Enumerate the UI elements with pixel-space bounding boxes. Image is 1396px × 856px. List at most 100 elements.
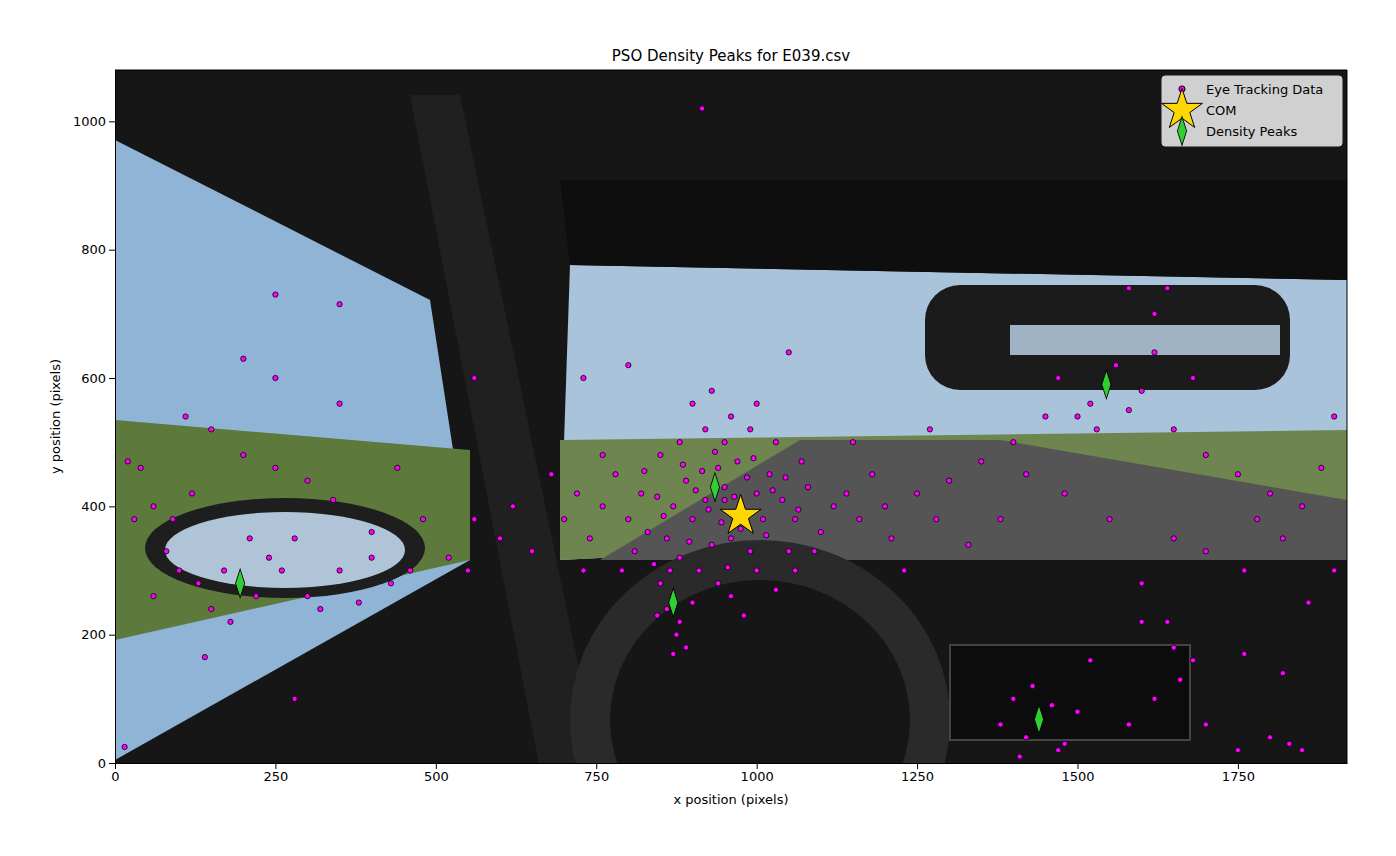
point bbox=[728, 414, 733, 419]
y-tick-label: 0 bbox=[98, 756, 106, 771]
point bbox=[209, 427, 214, 432]
point bbox=[667, 568, 672, 573]
point bbox=[805, 484, 810, 489]
y-tick: 600 bbox=[81, 371, 115, 386]
point bbox=[870, 472, 875, 477]
point bbox=[719, 520, 724, 525]
point bbox=[279, 568, 284, 573]
point bbox=[1306, 600, 1311, 605]
point bbox=[658, 581, 663, 586]
x-tick-mark bbox=[275, 763, 276, 769]
point bbox=[619, 568, 624, 573]
y-tick-mark bbox=[109, 635, 115, 636]
point bbox=[122, 744, 127, 749]
point bbox=[1165, 619, 1170, 624]
point bbox=[751, 456, 756, 461]
y-tick: 1000 bbox=[73, 114, 115, 129]
point bbox=[626, 363, 631, 368]
y-axis-line bbox=[115, 71, 116, 764]
x-tick-mark bbox=[757, 763, 758, 769]
point bbox=[266, 555, 271, 560]
point bbox=[998, 722, 1003, 727]
point bbox=[831, 504, 836, 509]
x-tick-mark bbox=[1078, 763, 1079, 769]
point bbox=[677, 555, 682, 560]
x-tick: 1750 bbox=[1222, 763, 1255, 784]
point bbox=[1126, 722, 1131, 727]
point bbox=[773, 587, 778, 592]
point bbox=[1332, 414, 1337, 419]
y-label: y position (pixels) bbox=[48, 359, 63, 474]
point bbox=[882, 504, 887, 509]
point bbox=[1034, 705, 1043, 734]
x-tick-label: 1750 bbox=[1222, 769, 1255, 784]
point bbox=[132, 517, 137, 522]
point bbox=[1126, 407, 1131, 412]
point bbox=[709, 542, 714, 547]
x-tick-label: 1250 bbox=[901, 769, 934, 784]
point bbox=[581, 568, 586, 573]
point bbox=[947, 478, 952, 483]
point bbox=[696, 568, 701, 573]
point bbox=[818, 529, 823, 534]
point bbox=[799, 459, 804, 464]
point bbox=[1139, 388, 1144, 393]
point bbox=[408, 568, 413, 573]
y-tick: 200 bbox=[81, 627, 115, 642]
point bbox=[228, 619, 233, 624]
frame-right bbox=[1347, 70, 1348, 763]
wheel bbox=[590, 560, 930, 763]
point bbox=[738, 526, 743, 531]
point bbox=[446, 555, 451, 560]
point bbox=[703, 427, 708, 432]
point bbox=[927, 427, 932, 432]
point bbox=[388, 581, 393, 586]
point bbox=[331, 497, 336, 502]
point bbox=[1075, 709, 1080, 714]
point bbox=[857, 517, 862, 522]
point bbox=[786, 350, 791, 355]
legend: Eye Tracking DataCOMDensity Peaks bbox=[1162, 76, 1342, 146]
point bbox=[529, 549, 534, 554]
point bbox=[735, 459, 740, 464]
point bbox=[1043, 414, 1048, 419]
point bbox=[247, 536, 252, 541]
point bbox=[998, 517, 1003, 522]
point bbox=[655, 613, 660, 618]
point bbox=[709, 388, 714, 393]
y-tick-label: 600 bbox=[81, 371, 106, 386]
x-tick-label: 0 bbox=[111, 769, 119, 784]
point bbox=[669, 588, 678, 617]
point bbox=[273, 292, 278, 297]
point bbox=[748, 549, 753, 554]
x-tick-label: 500 bbox=[424, 769, 449, 784]
point bbox=[690, 600, 695, 605]
point bbox=[754, 491, 759, 496]
point bbox=[748, 427, 753, 432]
point bbox=[1299, 504, 1304, 509]
point bbox=[1235, 748, 1240, 753]
point bbox=[1152, 311, 1157, 316]
point bbox=[844, 491, 849, 496]
point bbox=[151, 504, 156, 509]
point bbox=[722, 484, 727, 489]
point bbox=[202, 654, 207, 659]
y-tick-label: 200 bbox=[81, 627, 106, 642]
point bbox=[720, 494, 761, 533]
point bbox=[209, 606, 214, 611]
point bbox=[754, 568, 759, 573]
x-tick: 1500 bbox=[1061, 763, 1094, 784]
point bbox=[1024, 472, 1029, 477]
point bbox=[177, 568, 182, 573]
point bbox=[1299, 748, 1304, 753]
x-tick-mark bbox=[1238, 763, 1239, 769]
point bbox=[677, 619, 682, 624]
point bbox=[1178, 677, 1183, 682]
point bbox=[1235, 472, 1240, 477]
y-tick-label: 400 bbox=[81, 499, 106, 514]
point bbox=[420, 517, 425, 522]
point bbox=[472, 517, 477, 522]
windshield bbox=[560, 265, 1347, 560]
point bbox=[236, 569, 245, 598]
x-tick-mark bbox=[596, 763, 597, 769]
